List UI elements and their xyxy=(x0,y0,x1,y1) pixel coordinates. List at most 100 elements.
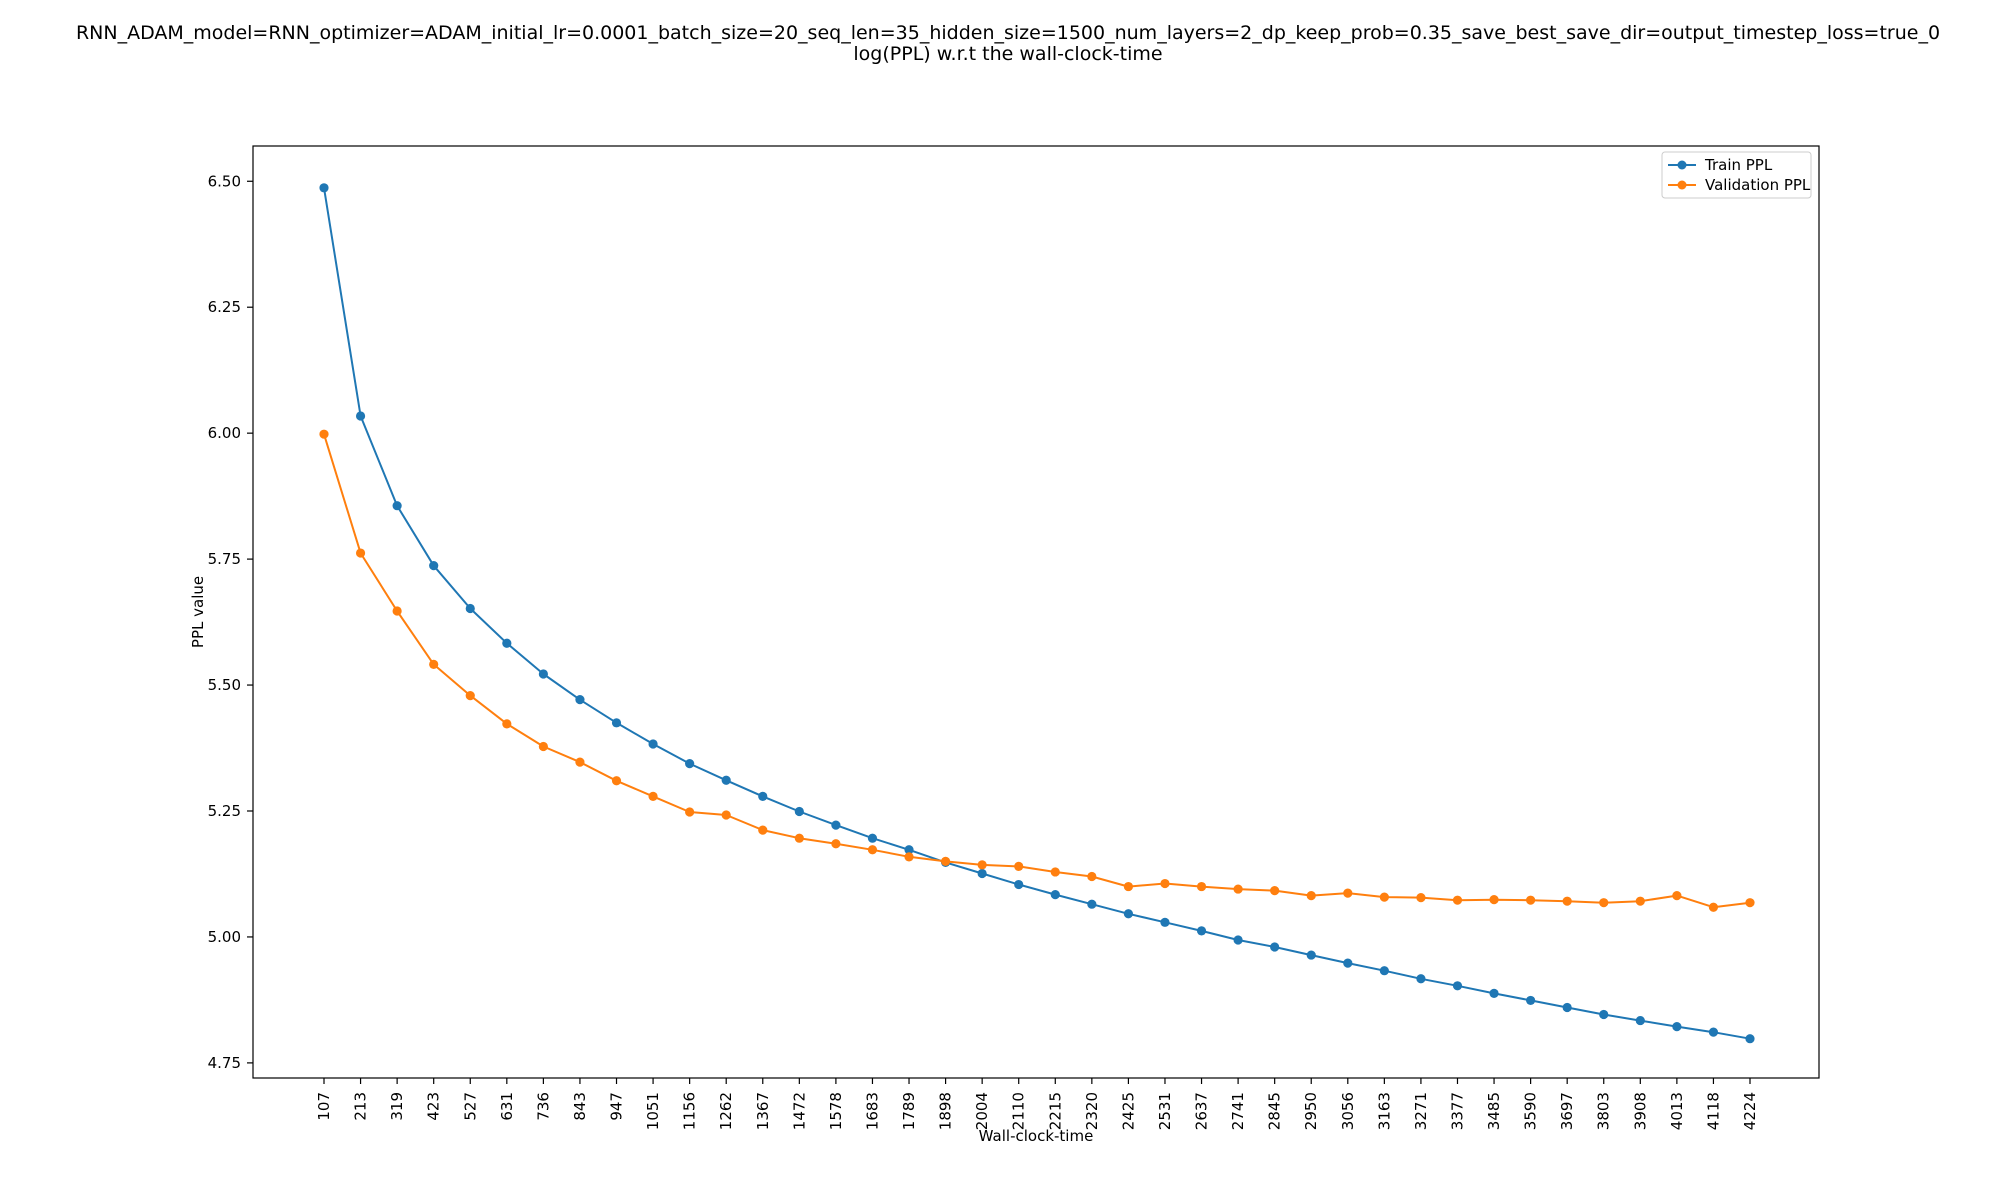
legend-validation-marker xyxy=(1677,180,1687,190)
data-point-validation-ppl xyxy=(1708,902,1719,912)
data-point-train-ppl xyxy=(1745,1034,1755,1044)
data-point-train-ppl xyxy=(1708,1027,1719,1037)
data-point-validation-ppl xyxy=(502,719,512,729)
data-point-train-ppl xyxy=(575,695,585,705)
data-point-validation-ppl xyxy=(392,606,402,616)
series-line-train-ppl xyxy=(323,187,1751,1040)
data-point-validation-ppl xyxy=(538,741,548,752)
data-point-train-ppl xyxy=(1562,1002,1572,1013)
x-tick-label: 2425 xyxy=(1119,1092,1137,1130)
x-tick-label: 3377 xyxy=(1448,1092,1466,1130)
data-point-validation-ppl xyxy=(1123,881,1134,892)
data-point-validation-ppl xyxy=(319,429,329,439)
x-tick-label: 1367 xyxy=(754,1092,772,1130)
y-tick-label: 5.75 xyxy=(208,550,241,568)
data-point-train-ppl xyxy=(1489,988,1499,998)
data-point-train-ppl xyxy=(1123,909,1134,919)
data-point-train-ppl xyxy=(1379,966,1389,976)
data-point-train-ppl xyxy=(611,718,622,728)
x-tick-label: 3590 xyxy=(1522,1092,1540,1130)
x-tick-label: 3163 xyxy=(1375,1092,1393,1130)
x-tick-label: 2845 xyxy=(1266,1092,1284,1130)
x-tick-label: 527 xyxy=(461,1092,479,1121)
x-tick-label: 2004 xyxy=(973,1092,991,1130)
x-tick-label: 107 xyxy=(315,1092,333,1121)
x-tick-label: 1683 xyxy=(863,1092,881,1130)
x-tick-label: 1472 xyxy=(790,1092,808,1130)
data-point-train-ppl xyxy=(1014,879,1024,890)
x-tick-label: 2531 xyxy=(1156,1092,1174,1130)
legend-train-marker xyxy=(1677,160,1687,170)
plot-frame xyxy=(252,145,1820,1079)
data-point-validation-ppl xyxy=(940,856,951,866)
data-point-train-ppl xyxy=(1599,1009,1609,1020)
x-tick-label: 2215 xyxy=(1046,1092,1064,1130)
data-point-train-ppl xyxy=(867,833,878,843)
data-point-train-ppl xyxy=(502,638,512,648)
data-point-train-ppl xyxy=(648,739,658,749)
x-tick-label: 4013 xyxy=(1668,1092,1686,1130)
legend: Train PPL Validation PPL xyxy=(1661,151,1812,199)
data-point-validation-ppl xyxy=(1416,893,1426,903)
data-point-train-ppl xyxy=(1160,917,1170,927)
data-point-validation-ppl xyxy=(1562,896,1572,906)
data-point-validation-ppl xyxy=(1452,895,1463,905)
plot-area: 4.75 5.00 5.25 5.50 5.75 6.00 6.25 6.50 107 213 31… xyxy=(208,172,1759,1130)
data-point-train-ppl xyxy=(794,806,804,817)
data-point-validation-ppl xyxy=(831,839,841,849)
data-point-validation-ppl xyxy=(1050,867,1060,877)
data-point-train-ppl xyxy=(1270,942,1280,952)
data-point-validation-ppl xyxy=(1343,888,1353,898)
x-tick-label: 3056 xyxy=(1339,1092,1357,1130)
data-point-train-ppl xyxy=(758,791,768,801)
x-tick-label: 2637 xyxy=(1193,1092,1211,1130)
data-point-validation-ppl xyxy=(1635,896,1645,906)
y-tick-label: 5.50 xyxy=(208,676,241,694)
data-point-train-ppl xyxy=(1306,950,1316,960)
data-point-validation-ppl xyxy=(429,659,439,669)
x-tick-label: 3485 xyxy=(1485,1092,1503,1130)
data-point-train-ppl xyxy=(977,868,987,879)
x-tick-label: 213 xyxy=(352,1092,370,1121)
legend-validation-label: Validation PPL xyxy=(1705,176,1811,194)
x-tick-label: 319 xyxy=(388,1092,406,1121)
x-tick-label: 1156 xyxy=(681,1092,699,1130)
data-point-validation-ppl xyxy=(1672,891,1682,901)
data-point-validation-ppl xyxy=(721,810,731,820)
data-point-train-ppl xyxy=(1050,890,1060,900)
data-point-train-ppl xyxy=(355,411,366,421)
x-tick-label: 1898 xyxy=(937,1092,955,1130)
data-point-validation-ppl xyxy=(1087,871,1097,882)
data-point-train-ppl xyxy=(1416,974,1426,984)
data-point-validation-ppl xyxy=(1160,878,1170,889)
data-point-validation-ppl xyxy=(758,825,768,835)
data-point-validation-ppl xyxy=(611,776,622,786)
data-point-train-ppl xyxy=(429,561,439,571)
data-point-validation-ppl xyxy=(1196,881,1207,892)
data-point-train-ppl xyxy=(1087,899,1097,909)
data-point-train-ppl xyxy=(538,669,548,679)
data-point-train-ppl xyxy=(1672,1022,1682,1032)
data-point-validation-ppl xyxy=(1270,885,1280,896)
x-tick-label: 3803 xyxy=(1595,1092,1613,1130)
data-point-train-ppl xyxy=(721,775,731,785)
x-axis-label: Wall-clock-time xyxy=(979,1127,1094,1145)
data-point-validation-ppl xyxy=(355,548,366,558)
data-point-validation-ppl xyxy=(648,791,658,801)
x-tick-label: 423 xyxy=(425,1092,443,1121)
data-point-train-ppl xyxy=(465,603,475,614)
data-point-validation-ppl xyxy=(977,860,987,870)
x-tick-label: 3697 xyxy=(1558,1092,1576,1130)
data-point-validation-ppl xyxy=(1489,895,1499,905)
x-tick-label: 736 xyxy=(534,1092,552,1121)
data-point-validation-ppl xyxy=(1379,892,1389,902)
chart-subtitle: log(PPL) w.r.t the wall-clock-time xyxy=(853,43,1162,65)
data-point-validation-ppl xyxy=(1233,884,1243,894)
legend-box xyxy=(1661,151,1812,199)
x-tick-label: 1789 xyxy=(900,1092,918,1130)
x-tick-label: 1051 xyxy=(644,1092,662,1130)
data-point-train-ppl xyxy=(1343,958,1353,968)
x-tick-label: 843 xyxy=(571,1092,589,1121)
x-tick-label: 4118 xyxy=(1704,1092,1722,1130)
data-point-validation-ppl xyxy=(685,807,695,817)
